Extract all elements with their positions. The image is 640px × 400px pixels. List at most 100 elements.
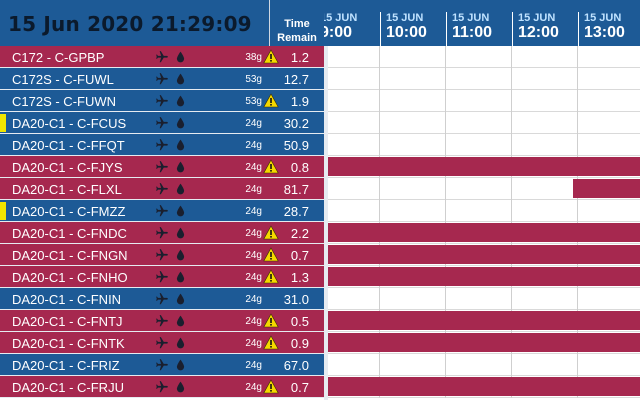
warning-icon — [263, 335, 279, 350]
schedule-track[interactable] — [324, 178, 640, 200]
aircraft-info[interactable]: DA20-C1 - C-FRJU 24g 0.7 — [0, 376, 324, 398]
aircraft-info[interactable]: DA20-C1 - C-FFQT 24g 50.9 — [0, 134, 324, 156]
current-datetime: 15 Jun 2020 21:29:09 — [8, 12, 252, 36]
schedule-track[interactable] — [324, 222, 640, 244]
fuel-capacity: 24g — [245, 162, 262, 173]
booking-block[interactable] — [573, 179, 640, 198]
hour-gridline — [379, 112, 380, 134]
aircraft-info[interactable]: DA20-C1 - C-FJYS 24g 0.8 — [0, 156, 324, 178]
timeline-hour: 12:00 — [518, 24, 559, 41]
aircraft-row[interactable]: DA20-C1 - C-FMZZ 24g 28.7 — [0, 200, 640, 222]
hour-gridline — [511, 354, 512, 376]
aircraft-info[interactable]: DA20-C1 - C-FLXL 24g 81.7 — [0, 178, 324, 200]
hour-gridline — [445, 90, 446, 112]
aircraft-info[interactable]: DA20-C1 - C-FNGN 24g 0.7 — [0, 244, 324, 266]
aircraft-info[interactable]: DA20-C1 - C-FNTK 24g 0.9 — [0, 332, 324, 354]
aircraft-row[interactable]: DA20-C1 - C-FNGN 24g 0.7 — [0, 244, 640, 266]
aircraft-row[interactable]: C172S - C-FUWN 53g 1.9 — [0, 90, 640, 112]
aircraft-row[interactable]: DA20-C1 - C-FFQT 24g 50.9 — [0, 134, 640, 156]
hour-gridline — [511, 68, 512, 90]
hour-gridline — [445, 46, 446, 68]
aircraft-row[interactable]: C172S - C-FUWL 53g 12.7 — [0, 68, 640, 90]
warning-icon — [263, 93, 279, 108]
aircraft-info[interactable]: DA20-C1 - C-FMZZ 24g 28.7 — [0, 200, 324, 222]
time-remaining-value: 0.5 — [290, 314, 309, 329]
airplane-icon — [155, 50, 169, 64]
aircraft-row[interactable]: DA20-C1 - C-FRIZ 24g 67.0 — [0, 354, 640, 376]
schedule-track[interactable] — [324, 134, 640, 156]
selection-marker — [0, 114, 6, 132]
aircraft-row[interactable]: DA20-C1 - C-FJYS 24g 0.8 — [0, 156, 640, 178]
booking-block[interactable] — [324, 333, 640, 352]
time-remaining-value: 0.8 — [290, 160, 309, 175]
aircraft-info[interactable]: DA20-C1 - C-FCUS 24g 30.2 — [0, 112, 324, 134]
aircraft-name: DA20-C1 - C-FNTK — [12, 336, 125, 351]
fuel-capacity: 53g — [245, 74, 262, 85]
schedule-track[interactable] — [324, 68, 640, 90]
fuel-capacity: 24g — [245, 272, 262, 283]
schedule-track[interactable] — [324, 310, 640, 332]
hour-gridline — [445, 68, 446, 90]
aircraft-info[interactable]: DA20-C1 - C-FRIZ 24g 67.0 — [0, 354, 324, 376]
schedule-track[interactable] — [324, 288, 640, 310]
aircraft-row[interactable]: DA20-C1 - C-FRJU 24g 0.7 — [0, 376, 640, 398]
schedule-track[interactable] — [324, 266, 640, 288]
schedule-track[interactable] — [324, 244, 640, 266]
hour-gridline — [511, 178, 512, 200]
aircraft-row[interactable]: DA20-C1 - C-FNDC 24g 2.2 — [0, 222, 640, 244]
time-remaining-value: 50.9 — [283, 138, 309, 153]
aircraft-info[interactable]: DA20-C1 - C-FNHO 24g 1.3 — [0, 266, 324, 288]
schedule-track[interactable] — [324, 90, 640, 112]
schedule-track[interactable] — [324, 332, 640, 354]
hour-gridline — [445, 354, 446, 376]
booking-block[interactable] — [324, 377, 640, 396]
aircraft-row[interactable]: DA20-C1 - C-FNIN 24g 31.0 — [0, 288, 640, 310]
warning-icon — [263, 247, 279, 262]
schedule-track[interactable] — [324, 156, 640, 178]
schedule-track[interactable] — [324, 46, 640, 68]
aircraft-row[interactable]: DA20-C1 - C-FLXL 24g 81.7 — [0, 178, 640, 200]
fuel-drop-icon — [176, 138, 185, 152]
warning-icon — [263, 379, 279, 394]
fuel-capacity: 24g — [245, 118, 262, 129]
booking-block[interactable] — [324, 311, 640, 330]
fuel-capacity: 24g — [245, 206, 262, 217]
aircraft-info[interactable]: DA20-C1 - C-FNDC 24g 2.2 — [0, 222, 324, 244]
timeline-date: 15 JUN — [452, 12, 490, 24]
timeline-date: 15 JUN — [386, 12, 424, 24]
schedule-track[interactable] — [324, 376, 640, 398]
aircraft-row[interactable]: DA20-C1 - C-FCUS 24g 30.2 — [0, 112, 640, 134]
booking-block[interactable] — [324, 223, 640, 242]
hour-gridline — [445, 200, 446, 222]
aircraft-row[interactable]: C172 - C-GPBP 38g 1.2 — [0, 46, 640, 68]
warning-icon — [263, 159, 279, 174]
hour-gridline — [445, 134, 446, 156]
aircraft-info[interactable]: DA20-C1 - C-FNIN 24g 31.0 — [0, 288, 324, 310]
time-remain-label-line2: Remain — [277, 32, 317, 44]
aircraft-info[interactable]: C172S - C-FUWN 53g 1.9 — [0, 90, 324, 112]
aircraft-name: DA20-C1 - C-FMZZ — [12, 204, 126, 219]
fuel-drop-icon — [176, 336, 185, 350]
schedule-track[interactable] — [324, 354, 640, 376]
schedule-track[interactable] — [324, 200, 640, 222]
hour-gridline — [379, 354, 380, 376]
fuel-capacity: 24g — [245, 382, 262, 393]
fuel-drop-icon — [176, 292, 185, 306]
booking-block[interactable] — [324, 245, 640, 264]
aircraft-info[interactable]: DA20-C1 - C-FNTJ 24g 0.5 — [0, 310, 324, 332]
schedule-track[interactable] — [324, 112, 640, 134]
aircraft-row[interactable]: DA20-C1 - C-FNTK 24g 0.9 — [0, 332, 640, 354]
booking-block[interactable] — [324, 267, 640, 286]
hour-gridline — [379, 68, 380, 90]
hour-gridline — [379, 200, 380, 222]
fuel-drop-icon — [176, 50, 185, 64]
airplane-icon — [155, 314, 169, 328]
warning-icon — [263, 269, 279, 284]
aircraft-info[interactable]: C172S - C-FUWL 53g 12.7 — [0, 68, 324, 90]
hour-gridline — [577, 288, 578, 310]
aircraft-row[interactable]: DA20-C1 - C-FNTJ 24g 0.5 — [0, 310, 640, 332]
booking-block[interactable] — [324, 157, 640, 176]
fuel-drop-icon — [176, 380, 185, 394]
aircraft-info[interactable]: C172 - C-GPBP 38g 1.2 — [0, 46, 324, 68]
aircraft-row[interactable]: DA20-C1 - C-FNHO 24g 1.3 — [0, 266, 640, 288]
